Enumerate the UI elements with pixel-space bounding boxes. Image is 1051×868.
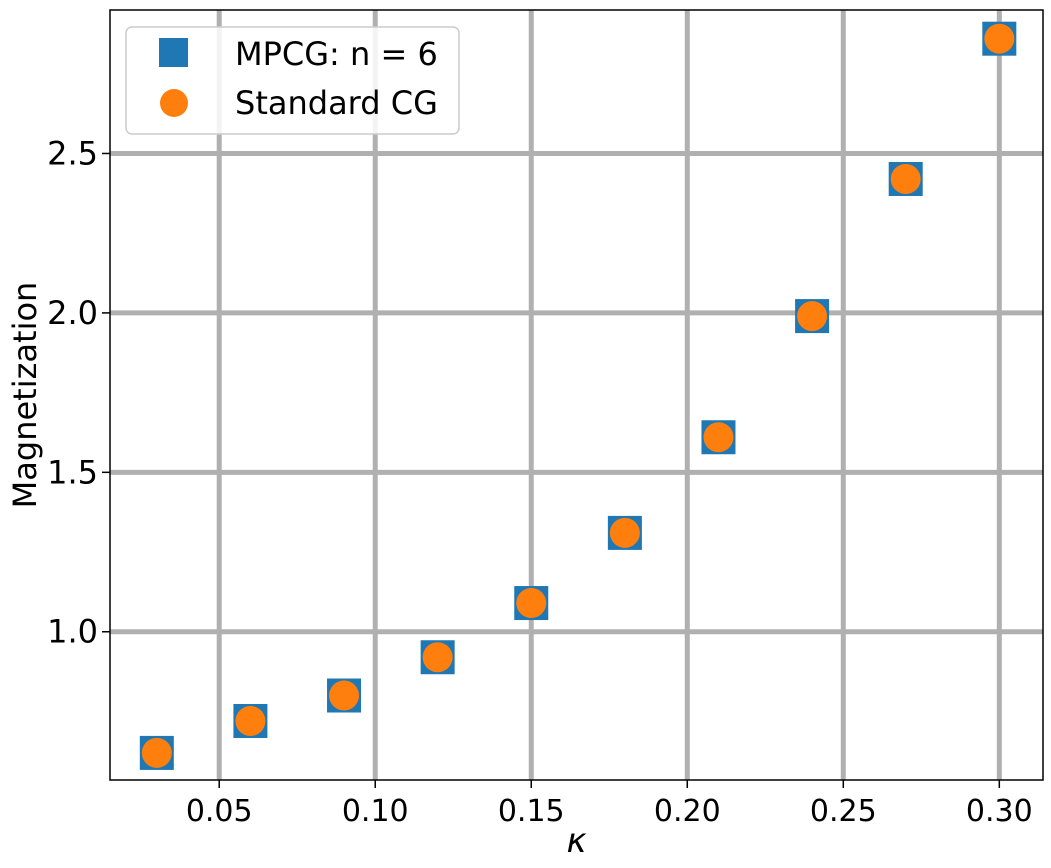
plot-area-frame [109, 9, 1044, 781]
x-tick-label: 0.05 [186, 794, 253, 829]
legend: MPCG: n = 6 Standard CG [125, 26, 460, 135]
standard-cg-point [890, 163, 921, 194]
standard-cg-point [329, 680, 360, 711]
legend-square-marker [159, 38, 188, 67]
standard-cg-point [703, 422, 734, 453]
standard-cg-point [797, 301, 828, 332]
y-axis-label: Magnetization [6, 282, 44, 509]
y-tick-label: 1.5 [47, 453, 98, 491]
y-tick-label: 1.0 [47, 613, 98, 651]
x-tick-label: 0.15 [498, 794, 565, 829]
axis-ticks: 0.05 0.10 0.15 0.20 0.25 0.30 1.0 1.5 2.0 2.5 [47, 134, 1033, 829]
standard-cg-point [422, 642, 453, 673]
x-tick-label: 0.20 [654, 794, 721, 829]
x-axis-label: κ [566, 821, 586, 861]
standard-cg-point [609, 517, 640, 548]
standard-cg-point [235, 706, 266, 737]
x-tick-label: 0.10 [342, 794, 409, 829]
x-tick-label: 0.30 [966, 794, 1033, 829]
standard-cg-point [984, 23, 1015, 54]
legend-circle-marker [160, 89, 188, 117]
y-tick-label: 2.5 [47, 134, 98, 172]
legend-box [125, 26, 460, 135]
standard-cg-point [141, 737, 172, 768]
legend-label-standard-cg: Standard CG [235, 84, 438, 122]
data-points [139, 21, 1017, 770]
grid [110, 10, 1043, 780]
standard-cg-point [516, 588, 547, 619]
x-tick-label: 0.25 [810, 794, 877, 829]
legend-label-mpcg: MPCG: n = 6 [235, 35, 438, 73]
y-tick-label: 2.0 [47, 294, 98, 332]
